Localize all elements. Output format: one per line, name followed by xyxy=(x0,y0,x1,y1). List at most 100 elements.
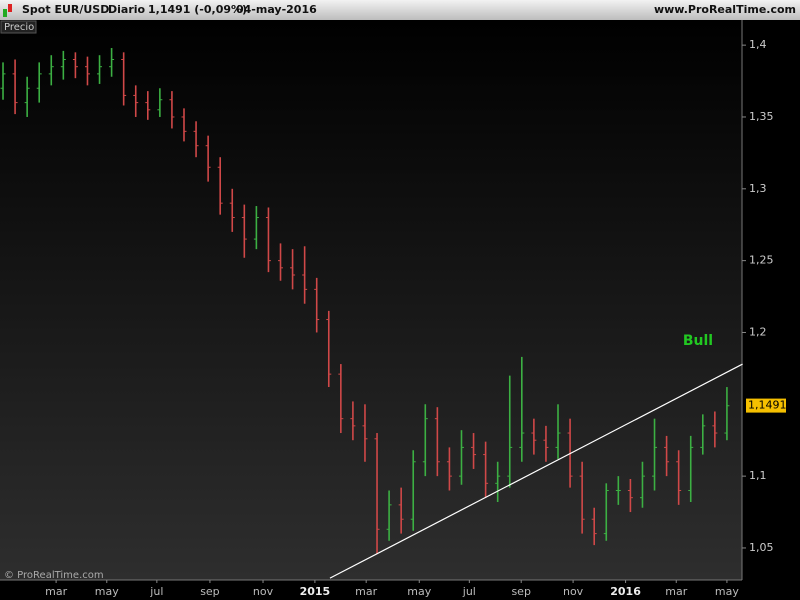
ohlc-bar xyxy=(181,108,187,142)
x-tick-label: mar xyxy=(665,585,687,598)
ohlc-bar xyxy=(627,479,633,513)
y-axis-area xyxy=(742,20,800,600)
last-price-tag xyxy=(746,398,786,413)
icon-down xyxy=(8,4,12,12)
ohlc-bar xyxy=(555,404,561,459)
x-tick-label: may xyxy=(715,585,739,598)
y-tick-label: 1,35 xyxy=(749,110,774,123)
ohlc-bar xyxy=(591,507,597,546)
last-price-label: 1,1491 xyxy=(748,399,787,412)
ohlc-bar xyxy=(471,433,477,469)
ohlc-bar xyxy=(386,490,392,541)
ohlc-bar xyxy=(157,88,163,117)
ohlc-bar xyxy=(121,52,127,106)
ohlc-bar xyxy=(483,441,489,498)
ohlc-bar xyxy=(241,204,247,258)
x-tick-label: may xyxy=(407,585,431,598)
ohlc-bar xyxy=(265,207,271,273)
ohlc-bar xyxy=(652,418,658,491)
x-tick-label: jul xyxy=(149,585,163,598)
x-tick-label: 2016 xyxy=(610,585,641,598)
x-tick-label: nov xyxy=(253,585,274,598)
site: www.ProRealTime.com xyxy=(654,3,796,16)
ohlc-bar xyxy=(434,407,440,477)
ohlc-bar xyxy=(603,483,609,541)
ohlc-bar xyxy=(495,461,501,502)
annotation: Bull xyxy=(683,333,713,349)
ohlc-bar xyxy=(374,433,380,554)
ohlc-bar xyxy=(507,375,513,488)
pane-label-box xyxy=(0,20,37,34)
y-tick-label: 1,25 xyxy=(749,254,774,267)
ohlc-bar xyxy=(579,461,585,534)
y-tick-label: 1,2 xyxy=(749,325,767,338)
ohlc-bar xyxy=(410,450,416,531)
y-tick-label: 1,4 xyxy=(749,38,767,51)
copyright: © ProRealTime.com xyxy=(4,570,104,581)
ohlc-bar xyxy=(169,91,175,129)
ohlc-bar xyxy=(205,135,211,182)
ohlc-bar xyxy=(700,414,706,455)
ohlc-bar xyxy=(193,121,199,158)
ohlc-bar xyxy=(109,48,115,77)
ohlc-bar xyxy=(398,487,404,534)
ohlc-bar xyxy=(24,76,30,117)
x-tick-label: sep xyxy=(200,585,219,598)
ohlc-bar xyxy=(253,206,259,250)
ohlc-bar xyxy=(664,435,670,477)
ohlc-bar xyxy=(0,62,6,100)
ohlc-bar xyxy=(278,243,284,281)
ohlc-bar xyxy=(217,157,223,215)
x-axis-area xyxy=(0,580,742,600)
ohlc-bar xyxy=(446,447,452,491)
ohlc-bar xyxy=(639,461,645,508)
header-bar xyxy=(0,0,800,20)
ohlc-bar xyxy=(531,418,537,455)
ohlc-bar xyxy=(290,249,296,290)
ohlc-bar xyxy=(72,52,78,79)
ohlc-bar xyxy=(724,387,730,441)
ohlc-bar xyxy=(458,430,464,485)
y-tick-label: 1,05 xyxy=(749,541,774,554)
ohlc-bar xyxy=(84,56,90,86)
ohlc-bar xyxy=(350,401,356,441)
ohlc-bar xyxy=(422,404,428,477)
ohlc-bar xyxy=(36,62,42,103)
y-tick-label: 1,3 xyxy=(749,182,767,195)
ohlc-bar xyxy=(12,59,18,115)
x-tick-label: nov xyxy=(563,585,584,598)
ohlc-bar xyxy=(302,246,308,304)
period: Diario xyxy=(108,3,146,16)
ohlc-bar xyxy=(338,364,344,434)
ohlc-bar xyxy=(712,411,718,448)
ohlc-bar xyxy=(519,356,525,462)
ohlc-bar xyxy=(326,310,332,388)
y-tick-label: 1,1 xyxy=(749,469,767,482)
ohlc-bar xyxy=(145,91,151,120)
ohlc-bar xyxy=(543,425,549,462)
ohlc-bar xyxy=(688,435,694,502)
icon-up xyxy=(3,9,7,17)
ohlc-bar xyxy=(133,85,139,117)
date: 04-may-2016 xyxy=(236,3,317,16)
series xyxy=(0,48,730,554)
x-tick-label: sep xyxy=(511,585,530,598)
x-tick-label: mar xyxy=(355,585,377,598)
ohlc-bar xyxy=(362,404,368,462)
ohlc-bar xyxy=(97,55,103,84)
ohlc-bar xyxy=(676,450,682,505)
x-tick-label: mar xyxy=(45,585,67,598)
x-tick-label: jul xyxy=(462,585,476,598)
ohlc-bar xyxy=(229,188,235,232)
ohlc-bar xyxy=(48,55,54,86)
x-tick-label: 2015 xyxy=(300,585,331,598)
x-tick-label: may xyxy=(95,585,119,598)
ohlc-bar xyxy=(60,50,66,80)
price-change: 1,1491 (-0,09%) xyxy=(148,3,247,16)
ohlc-bar xyxy=(314,277,320,333)
symbol: Spot EUR/USD xyxy=(22,3,109,16)
trendline xyxy=(329,363,743,579)
ohlc-bar xyxy=(615,476,621,505)
